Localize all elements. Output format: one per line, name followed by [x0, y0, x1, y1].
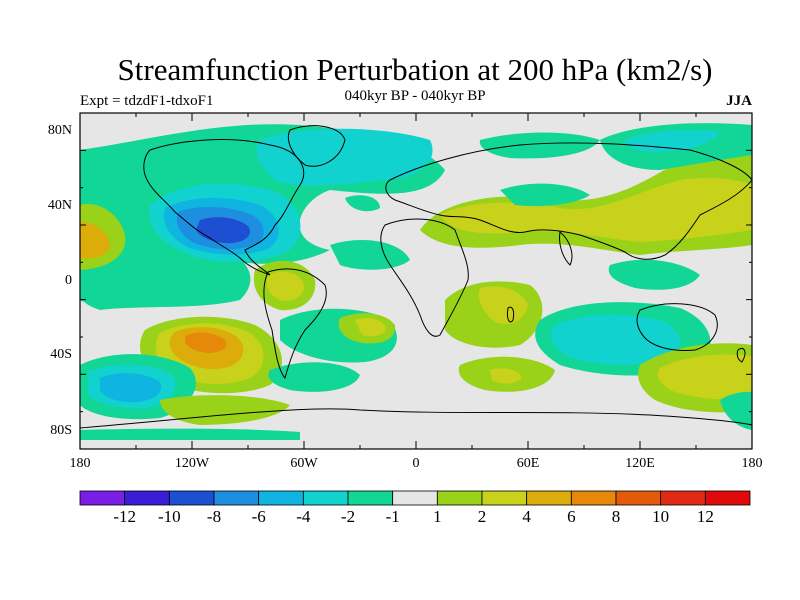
coastline-india — [559, 231, 573, 266]
coastlines — [80, 125, 752, 429]
lon-label-60w: 60W — [290, 456, 318, 471]
colorbar-label: 4 — [522, 507, 531, 526]
contour-region — [330, 240, 410, 270]
experiment-label: Expt = tdzdF1-tdxoF1 — [80, 93, 214, 109]
contour-region — [500, 183, 590, 207]
coastline-madagascar — [507, 306, 515, 323]
colorbar-swatch — [481, 490, 528, 506]
colorbar-swatch — [704, 490, 751, 506]
colorbar-swatch — [302, 490, 349, 506]
contour-field — [80, 113, 752, 449]
coastline-eurasia — [385, 142, 752, 260]
coastline-africa — [380, 218, 469, 337]
contour-region — [490, 368, 522, 384]
contour-region — [608, 259, 700, 290]
contour-region — [100, 373, 162, 403]
coastline-australia — [636, 303, 718, 351]
lat-label-40s: 40S — [50, 347, 72, 362]
contour-region — [80, 222, 110, 259]
coastline-new-zealand — [736, 347, 746, 363]
coastline-greenland — [287, 125, 346, 167]
axis-ticks — [79, 112, 753, 450]
colorbar-swatch — [570, 490, 617, 506]
season-label: JJA — [726, 93, 752, 109]
colorbar-label: -12 — [113, 507, 136, 526]
lat-label-80s: 80S — [50, 423, 72, 438]
contour-region — [345, 195, 380, 212]
lon-label-180w: 180 — [69, 456, 91, 471]
lat-label-40n: 40N — [47, 198, 72, 213]
colorbar-label: 1 — [433, 507, 442, 526]
contour-region — [196, 217, 251, 244]
lat-label-eq: 0 — [65, 273, 72, 288]
contour-region — [440, 177, 752, 242]
colorbar-swatch — [526, 490, 572, 506]
lon-label-120w: 120W — [174, 456, 210, 471]
lat-label-80n: 80N — [47, 123, 72, 138]
coastline-south-america — [263, 268, 327, 380]
colorbar-label: -6 — [251, 507, 266, 526]
colorbar-swatch — [615, 490, 662, 506]
colorbar-label: 2 — [477, 507, 487, 526]
colorbar-swatch — [79, 490, 126, 506]
contour-region — [268, 362, 360, 392]
contour-region — [478, 286, 528, 325]
contour-region — [720, 391, 752, 430]
lon-label-120e: 120E — [625, 456, 655, 471]
colorbar-swatch — [392, 490, 438, 506]
colorbar-label: -4 — [296, 507, 311, 526]
contour-region — [657, 354, 752, 400]
contour-region — [266, 271, 305, 301]
colorbar-label: 10 — [652, 507, 670, 526]
lon-label-0: 0 — [412, 456, 420, 471]
contour-region — [256, 128, 433, 186]
colorbar-swatch — [347, 490, 394, 506]
lon-label-180e: 180 — [741, 456, 763, 471]
colorbar — [79, 490, 751, 506]
period-label: 040kyr BP - 040kyr BP — [344, 88, 486, 104]
colorbar-swatch — [124, 490, 170, 506]
colorbar-label: 12 — [696, 507, 714, 526]
colorbar-label: 6 — [567, 507, 576, 526]
colorbar-swatch — [213, 490, 260, 506]
colorbar-label: -2 — [340, 507, 356, 526]
colorbar-swatch — [660, 490, 706, 506]
coastline-north-america — [143, 139, 305, 276]
contour-region — [355, 318, 386, 337]
colorbar-swatch — [168, 490, 215, 506]
contour-region — [185, 332, 227, 353]
coastline-antarctica — [80, 408, 752, 429]
colorbar-swatch — [258, 490, 304, 506]
colorbar-label: -1 — [385, 507, 400, 526]
contour-region — [551, 314, 680, 365]
colorbar-label: 8 — [611, 507, 621, 526]
colorbar-swatch — [436, 490, 483, 506]
colorbar-label: -10 — [157, 507, 181, 526]
contour-region — [479, 132, 600, 159]
lon-label-60e: 60E — [516, 456, 540, 471]
colorbar-label: -8 — [206, 507, 222, 526]
map-title: Streamfunction Perturbation at 200 hPa (… — [117, 52, 713, 87]
